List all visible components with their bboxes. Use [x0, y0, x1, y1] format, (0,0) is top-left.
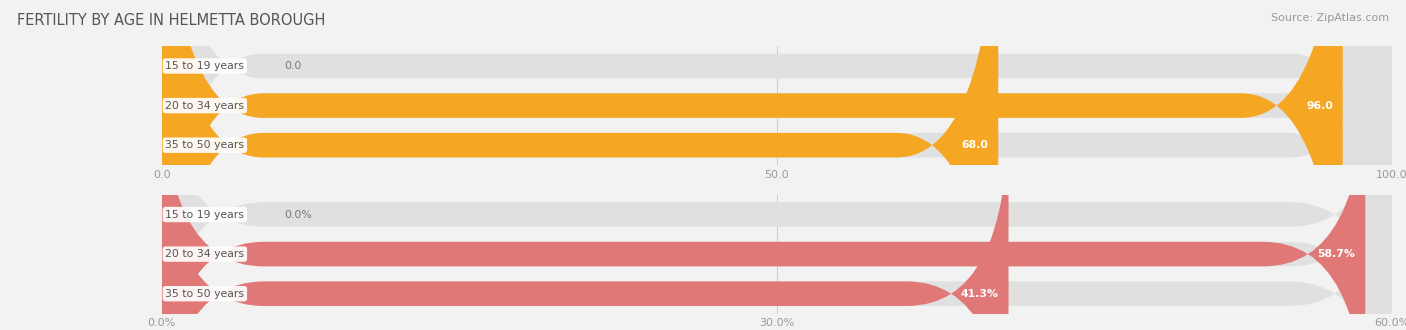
Text: 20 to 34 years: 20 to 34 years	[166, 249, 245, 259]
Text: 41.3%: 41.3%	[960, 289, 998, 299]
Text: 35 to 50 years: 35 to 50 years	[166, 140, 245, 150]
FancyBboxPatch shape	[162, 0, 1392, 330]
Text: 20 to 34 years: 20 to 34 years	[166, 101, 245, 111]
FancyBboxPatch shape	[162, 0, 1392, 330]
FancyBboxPatch shape	[162, 0, 998, 330]
Text: 15 to 19 years: 15 to 19 years	[166, 61, 245, 71]
FancyBboxPatch shape	[162, 0, 1343, 330]
Text: 35 to 50 years: 35 to 50 years	[166, 289, 245, 299]
FancyBboxPatch shape	[162, 110, 1392, 330]
FancyBboxPatch shape	[162, 30, 1392, 330]
FancyBboxPatch shape	[162, 110, 1008, 330]
FancyBboxPatch shape	[162, 70, 1365, 330]
Text: 0.0: 0.0	[285, 61, 302, 71]
FancyBboxPatch shape	[162, 0, 1392, 330]
Text: 15 to 19 years: 15 to 19 years	[166, 210, 245, 219]
Text: FERTILITY BY AGE IN HELMETTA BOROUGH: FERTILITY BY AGE IN HELMETTA BOROUGH	[17, 13, 325, 28]
Text: Source: ZipAtlas.com: Source: ZipAtlas.com	[1271, 13, 1389, 23]
Text: 96.0: 96.0	[1306, 101, 1333, 111]
Text: 68.0: 68.0	[962, 140, 988, 150]
Text: 0.0%: 0.0%	[285, 210, 312, 219]
FancyBboxPatch shape	[162, 70, 1392, 330]
Text: 58.7%: 58.7%	[1317, 249, 1355, 259]
